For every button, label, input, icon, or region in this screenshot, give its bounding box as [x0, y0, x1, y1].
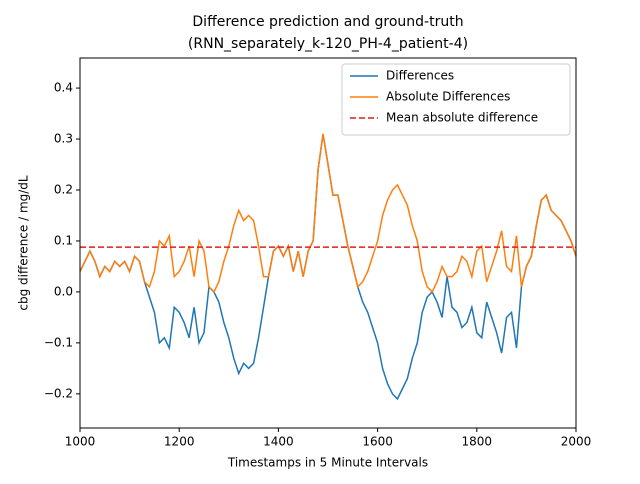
y-tick-label: −0.2 — [44, 386, 73, 400]
legend-label: Differences — [386, 69, 454, 83]
y-tick-label: 0.2 — [54, 182, 73, 196]
x-axis-label: Timestamps in 5 Minute Intervals — [227, 456, 428, 470]
x-tick-label: 2000 — [561, 435, 592, 449]
y-tick-label: 0.3 — [54, 132, 73, 146]
y-tick-label: 0.1 — [54, 233, 73, 247]
legend-label: Mean absolute difference — [386, 111, 538, 125]
x-tick-label: 1600 — [362, 435, 393, 449]
y-axis-label: cbg difference / mg/dL — [17, 175, 31, 311]
legend-box — [341, 63, 571, 136]
x-tick-label: 1800 — [462, 435, 493, 449]
chart-subtitle: (RNN_separately_k-120_PH-4_patient-4) — [188, 36, 468, 52]
chart-title: Difference prediction and ground-truth — [192, 14, 463, 30]
series-line — [79, 133, 577, 401]
y-tick-label: −0.1 — [44, 335, 73, 349]
y-tick-label: 0.4 — [54, 81, 73, 95]
series-line — [79, 133, 577, 294]
x-tick-label: 1400 — [263, 435, 294, 449]
x-tick-label: 1200 — [164, 435, 195, 449]
plot-frame — [79, 57, 577, 429]
y-tick-label: 0.0 — [54, 284, 73, 298]
legend-label: Absolute Differences — [386, 90, 510, 104]
x-tick-label: 1000 — [65, 435, 96, 449]
